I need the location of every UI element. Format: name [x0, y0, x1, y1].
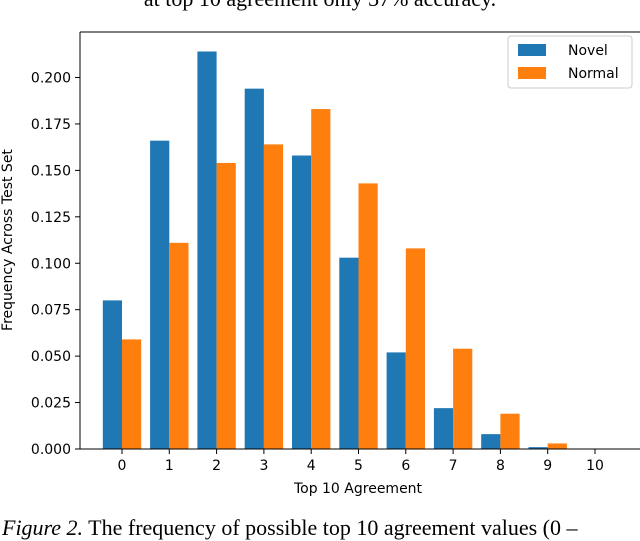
bar-novel-5 — [339, 257, 359, 449]
x-tick-label: 5 — [354, 458, 363, 474]
clipped-top-text: at top 10 agreement only 37% accuracy. — [0, 0, 640, 12]
y-tick-label: 0.150 — [31, 163, 71, 179]
bar-novel-3 — [244, 88, 264, 450]
legend-swatch-novel — [518, 44, 546, 56]
y-axis-label: Frequency Across Test Set — [0, 149, 16, 331]
x-axis-label: Top 10 Agreement — [293, 481, 423, 497]
x-tick-label: 4 — [307, 458, 316, 474]
bar-normal-8 — [500, 413, 520, 449]
bar-normal-3 — [263, 144, 284, 449]
bar-chart: 0.000 0.025 0.050 0.075 0.100 0.125 0.150 0.175… — [0, 31, 640, 497]
bar-novel-0 — [102, 300, 122, 449]
x-tick-label: 8 — [496, 458, 505, 474]
y-tick-label: 0.100 — [31, 256, 71, 272]
bar-normal-1 — [169, 242, 189, 449]
x-tick-label: 7 — [449, 458, 458, 474]
bar-normal-9 — [547, 443, 567, 449]
bar-normal-5 — [358, 183, 378, 449]
figure-label: Figure 2. — [2, 515, 84, 540]
y-tick-label: 0.125 — [31, 210, 71, 226]
bar-novel-1 — [150, 140, 170, 449]
y-tick-label: 0.000 — [31, 442, 71, 458]
x-tick-label: 2 — [212, 458, 221, 474]
bar-novel-8 — [481, 434, 501, 449]
legend-label-normal: Normal — [568, 66, 619, 82]
x-tick-label: 0 — [118, 458, 127, 474]
bar-novel-7 — [433, 408, 454, 449]
bar-novel-9 — [528, 447, 548, 449]
bar-normal-7 — [453, 348, 473, 449]
y-tick-label: 0.175 — [31, 117, 71, 133]
x-tick-label: 10 — [586, 458, 604, 474]
bar-novel-2 — [197, 51, 217, 449]
x-tick-label: 3 — [259, 458, 268, 474]
x-tick-label: 1 — [165, 458, 174, 474]
bar-novel-6 — [386, 352, 406, 449]
bar-normal-6 — [405, 248, 425, 449]
bar-novel-4 — [292, 155, 312, 449]
x-tick-label: 9 — [543, 458, 552, 474]
legend: Novel Normal — [507, 35, 633, 89]
y-tick-label: 0.200 — [31, 71, 71, 87]
bar-normal-2 — [216, 162, 236, 449]
ticks-layer: 0.000 0.025 0.050 0.075 0.100 0.125 0.150 0.175… — [31, 71, 604, 474]
bar-normal-4 — [311, 109, 331, 449]
axes-layer — [79, 31, 640, 450]
x-tick-label: 6 — [401, 458, 410, 474]
legend-label-novel: Novel — [568, 43, 608, 59]
caption-text: The frequency of possible top 10 agreeme… — [88, 515, 578, 540]
y-tick-label: 0.075 — [31, 303, 71, 319]
bar-normal-0 — [122, 339, 142, 449]
bars-layer — [102, 51, 567, 450]
figure-caption: Figure 2. The frequency of possible top … — [2, 515, 640, 541]
y-tick-label: 0.050 — [31, 349, 71, 365]
y-tick-label: 0.025 — [31, 396, 71, 412]
legend-swatch-normal — [518, 67, 546, 79]
